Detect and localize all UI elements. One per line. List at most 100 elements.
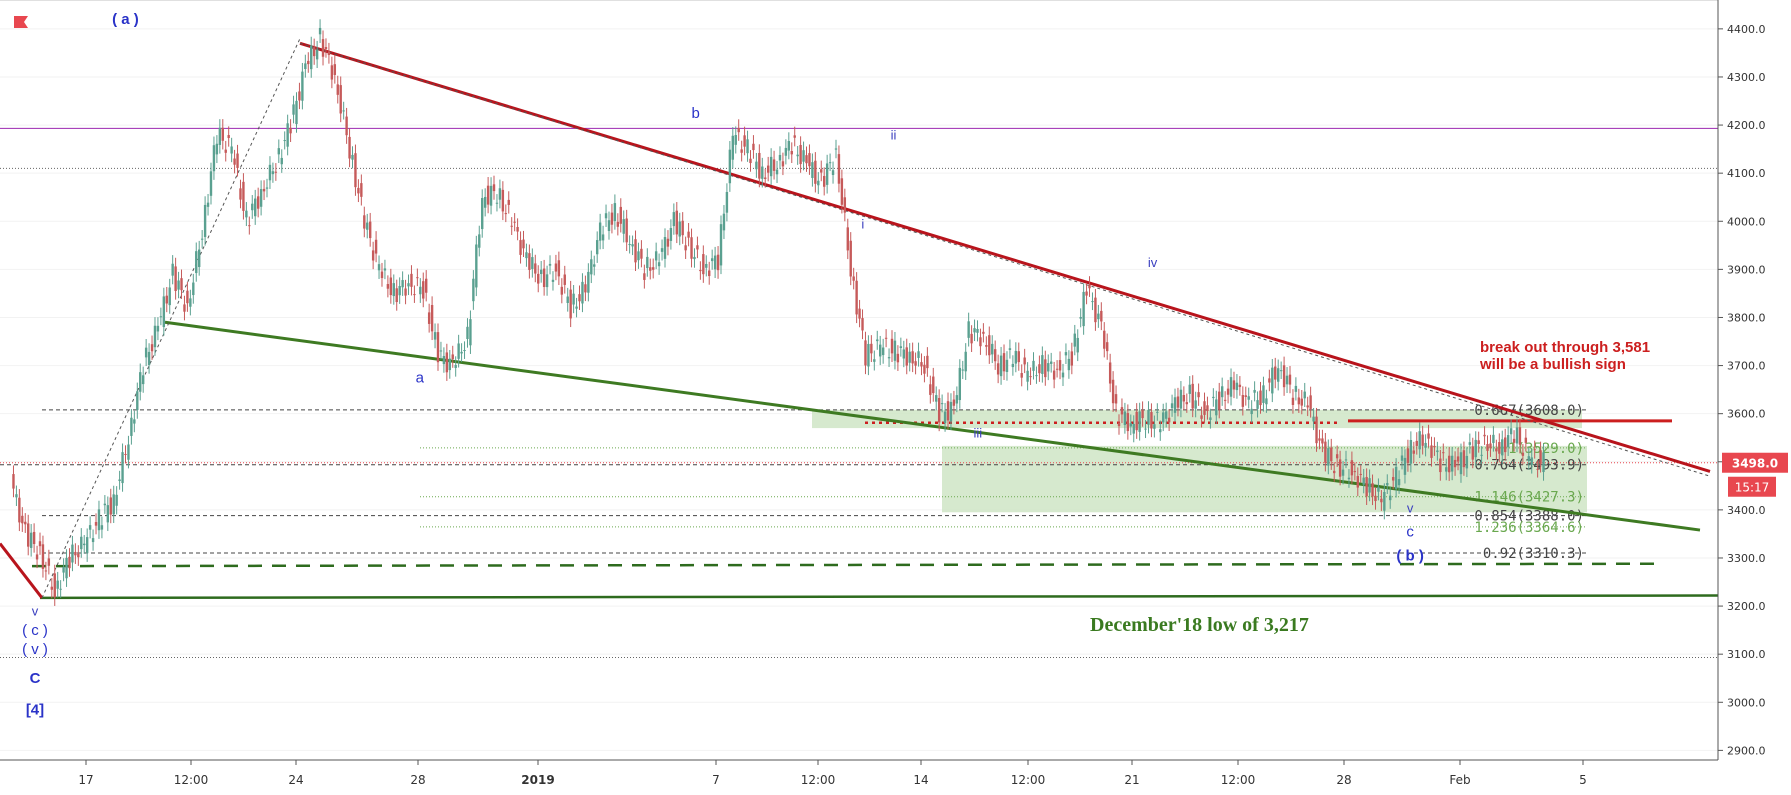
candle-body: [769, 156, 773, 177]
candle-body: [136, 391, 139, 411]
candle-body: [472, 278, 475, 302]
candle-body: [657, 262, 661, 267]
candle-body: [991, 343, 994, 355]
candle-body: [1262, 385, 1265, 403]
candle-body: [982, 331, 985, 334]
candle-body: [822, 175, 826, 187]
candle-body: [1044, 359, 1047, 378]
candle-body: [230, 146, 233, 154]
candle-body: [834, 148, 838, 150]
candle-body: [545, 274, 549, 288]
candle-body: [298, 91, 301, 101]
candle-body: [1459, 452, 1463, 475]
candle-body: [1265, 398, 1268, 405]
wave-label: ( b ): [1396, 547, 1424, 564]
candle-body: [743, 135, 746, 147]
candle-body: [1226, 388, 1230, 395]
candle-body: [1120, 407, 1124, 415]
candle-body: [239, 188, 242, 200]
candle-body: [1297, 397, 1301, 405]
candle-body: [212, 145, 216, 172]
candle-body: [62, 566, 65, 573]
candle-body: [1418, 431, 1421, 450]
candle-body: [74, 551, 77, 556]
candle-body: [631, 244, 634, 247]
candle-body: [80, 536, 83, 550]
candle-body: [622, 219, 625, 234]
candle-body: [1515, 427, 1519, 444]
candle-body: [1188, 384, 1191, 394]
candle-body: [849, 240, 852, 277]
candle-body: [1088, 284, 1091, 289]
candle-body: [935, 395, 938, 402]
candle-body: [324, 47, 328, 50]
y-tick-label: 3400.0: [1727, 504, 1766, 517]
candle-body: [1324, 441, 1327, 463]
december-low-note: December'18 low of 3,217: [1090, 614, 1309, 636]
candle-body: [516, 227, 519, 232]
candle-body: [416, 277, 419, 279]
candle-body: [32, 531, 36, 545]
candle-body: [542, 268, 546, 287]
candle-body: [563, 274, 566, 285]
candle-body: [1504, 437, 1507, 453]
candle-body: [304, 63, 307, 70]
candle-body: [289, 127, 292, 134]
candle-body: [492, 184, 496, 192]
candle-body: [896, 353, 900, 363]
candle-body: [566, 296, 569, 303]
candle-body: [1300, 398, 1303, 406]
candle-body: [1126, 413, 1130, 432]
candle-body: [1403, 457, 1407, 475]
candle-body: [979, 337, 982, 347]
candle-body: [949, 401, 953, 422]
candle-body: [139, 372, 142, 392]
candle-body: [926, 355, 929, 369]
candle-body: [1447, 455, 1451, 473]
candle-body: [669, 227, 673, 241]
candle-body: [604, 213, 608, 219]
candle-body: [1474, 439, 1477, 458]
candle-body: [870, 343, 873, 354]
candle-body: [451, 354, 454, 360]
candle-body: [758, 152, 761, 179]
candle-body: [1218, 391, 1221, 410]
candle-body: [1209, 417, 1212, 420]
candle-body: [1141, 410, 1144, 419]
candle-body: [837, 154, 841, 184]
candle-body: [1041, 355, 1044, 374]
x-tick-label: 12:00: [801, 773, 836, 787]
candle-body: [1256, 400, 1259, 409]
wave-label: c: [1406, 523, 1414, 540]
candle-body: [708, 270, 711, 277]
candle-body: [598, 222, 602, 241]
candle-body: [628, 244, 631, 246]
candle-body: [752, 143, 755, 151]
candle-body: [195, 251, 198, 274]
candle-body: [224, 149, 227, 153]
y-tick-label: 4000.0: [1727, 215, 1766, 228]
candle-body: [41, 544, 45, 569]
candle-body: [1103, 330, 1106, 349]
x-tick-label: 24: [288, 773, 303, 787]
candle-body: [899, 346, 903, 348]
candle-body: [1279, 370, 1283, 372]
candle-body: [728, 149, 732, 184]
x-tick-label: Feb: [1449, 773, 1470, 787]
candle-body: [115, 494, 118, 506]
candle-body: [442, 355, 446, 365]
candle-body: [333, 64, 337, 75]
candle-body: [1049, 361, 1053, 364]
candle-body: [371, 250, 375, 261]
candle-body: [56, 580, 59, 589]
candle-body: [271, 171, 275, 175]
candle-body: [690, 237, 693, 259]
candle-body: [1173, 397, 1177, 413]
candle-body: [189, 298, 192, 307]
candle-body: [719, 224, 723, 266]
candle-body: [1318, 438, 1321, 441]
candle-body: [764, 177, 767, 179]
candle-body: [1374, 495, 1377, 502]
